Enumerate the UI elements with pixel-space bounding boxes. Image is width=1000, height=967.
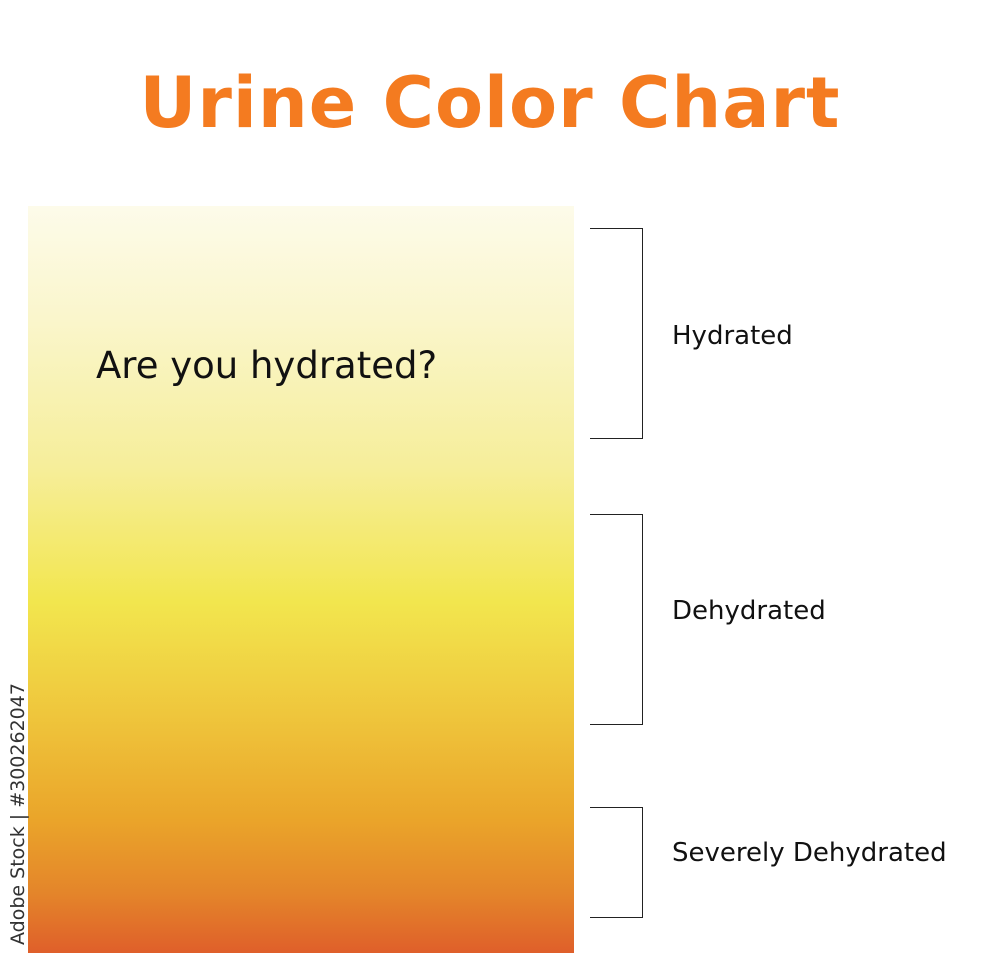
watermark: Adobe Stock | #300262047 [7, 683, 29, 945]
color-gradient-panel: Are you hydrated? [28, 206, 574, 953]
label-dehydrated: Dehydrated [672, 596, 826, 626]
bracket-dehydrated [590, 514, 643, 725]
question-text: Are you hydrated? [96, 344, 438, 387]
label-hydrated: Hydrated [672, 321, 793, 351]
chart-title: Urine Color Chart [139, 62, 841, 144]
bracket-severely-dehydrated [590, 807, 643, 918]
label-severely-dehydrated: Severely Dehydrated [672, 838, 947, 868]
bracket-hydrated [590, 228, 643, 439]
